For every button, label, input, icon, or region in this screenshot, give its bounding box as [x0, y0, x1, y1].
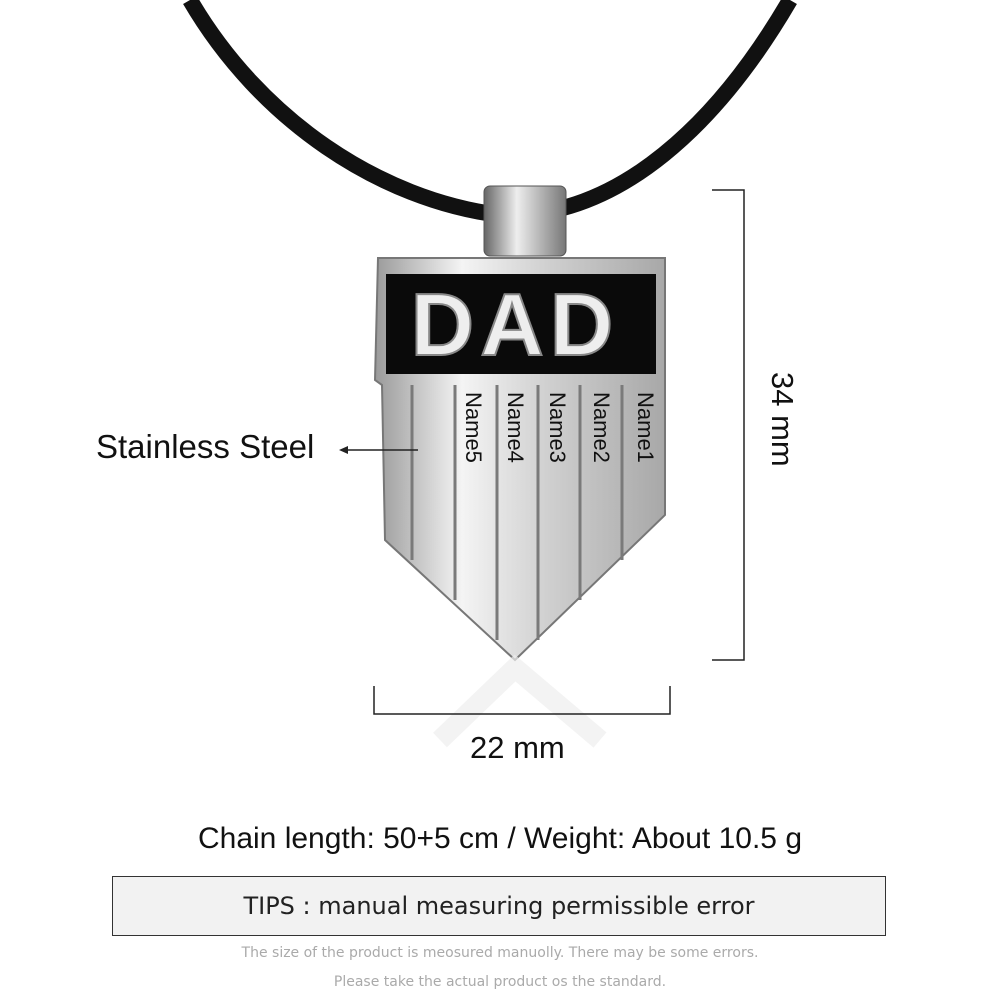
bail: [483, 185, 567, 257]
name-2: Name2: [589, 392, 614, 463]
dad-text: DAD: [411, 275, 620, 374]
tips-text: TIPS : manual measuring permissible erro…: [243, 892, 755, 920]
dad-band: [386, 274, 656, 374]
stripes: [410, 385, 624, 640]
name-5: Name5: [461, 392, 486, 463]
reflection: [433, 654, 607, 748]
dimension-lines: [345, 189, 745, 715]
height-label: 34 mm: [765, 372, 800, 467]
name-3: Name3: [545, 392, 570, 463]
note-line-1: The size of the product is meosured manu…: [241, 945, 759, 961]
material-label: Stainless Steel: [96, 428, 315, 465]
name-4: Name4: [503, 392, 528, 463]
arrow-icon: [339, 446, 348, 454]
note-line-2: Please take the actual product os the st…: [333, 974, 667, 990]
width-label: 22 mm: [470, 730, 565, 765]
name-1: Name1: [633, 392, 658, 463]
tips-box: TIPS : manual measuring permissible erro…: [112, 876, 886, 936]
leather-cord: [183, 0, 797, 224]
spec-text: Chain length: 50+5 cm / Weight: About 10…: [197, 822, 802, 855]
